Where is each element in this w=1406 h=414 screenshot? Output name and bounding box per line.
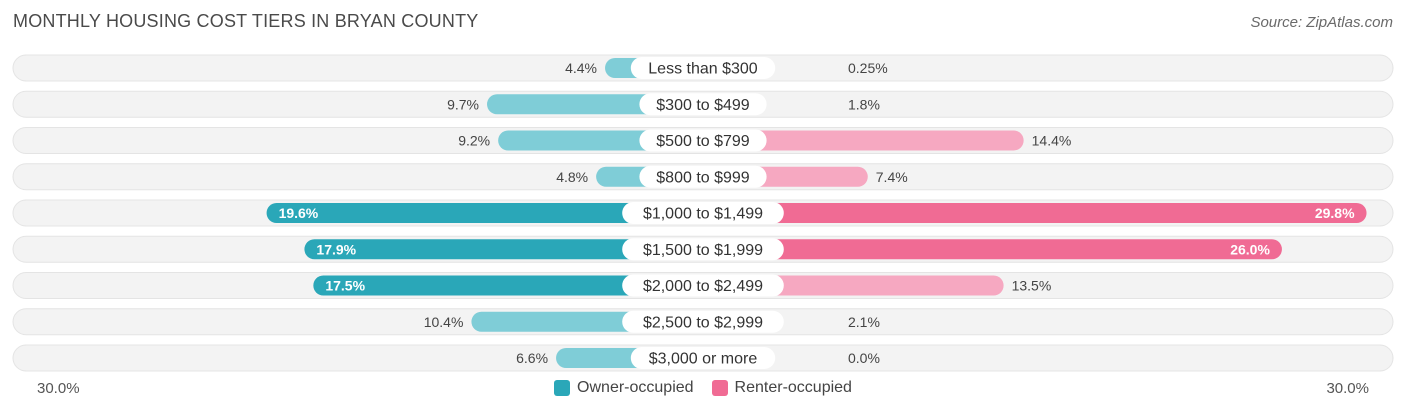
chart-title: MONTHLY HOUSING COST TIERS IN BRYAN COUN… <box>13 11 479 31</box>
owner-value-label: 9.7% <box>447 96 479 112</box>
legend-label-renter: Renter-occupied <box>734 379 852 396</box>
renter-value-label: 0.25% <box>848 60 888 76</box>
category-label: $2,000 to $2,499 <box>643 278 763 295</box>
renter-bar <box>703 130 1024 151</box>
legend-item-owner: Owner-occupied <box>554 379 694 397</box>
owner-value-label: 17.5% <box>325 278 365 294</box>
category-pill <box>622 202 784 224</box>
category-label: $500 to $799 <box>656 133 750 150</box>
category-pill <box>622 238 784 261</box>
renter-value-label: 13.5% <box>1012 278 1052 294</box>
renter-value-label: 2.1% <box>848 314 880 330</box>
owner-bar <box>313 275 703 296</box>
legend-item-renter: Renter-occupied <box>711 379 852 397</box>
renter-value-label: 26.0% <box>1230 241 1270 257</box>
category-pill <box>639 129 767 152</box>
owner-value-label: 4.4% <box>565 60 597 76</box>
renter-bar <box>703 203 1367 223</box>
category-pill <box>622 310 784 333</box>
owner-value-label: 9.2% <box>458 133 490 149</box>
chart-source: Source: ZipAtlas.com <box>1250 14 1393 31</box>
category-label: $2,500 to $2,999 <box>643 314 763 331</box>
category-pill <box>630 57 776 79</box>
category-label: $300 to $499 <box>656 97 750 114</box>
owner-value-label: 10.4% <box>424 314 464 330</box>
axis-right-label: 30.0% <box>1326 380 1369 397</box>
category-pill <box>622 274 784 297</box>
renter-value-label: 29.8% <box>1315 205 1355 221</box>
owner-value-label: 4.8% <box>556 169 588 185</box>
category-label: $3,000 or more <box>649 351 758 368</box>
category-label: $1,500 to $1,999 <box>643 242 763 259</box>
renter-swatch-icon <box>711 380 728 396</box>
renter-value-label: 0.0% <box>848 350 880 366</box>
legend-label-owner: Owner-occupied <box>577 379 694 396</box>
renter-value-label: 14.4% <box>1032 133 1072 149</box>
renter-value-label: 1.8% <box>848 96 880 112</box>
category-pill <box>630 347 776 369</box>
axis-left-label: 30.0% <box>37 380 80 397</box>
renter-bar <box>703 239 1282 260</box>
category-pill <box>639 165 767 188</box>
owner-bar <box>266 203 703 223</box>
owner-swatch-icon <box>554 380 571 396</box>
owner-bar <box>304 239 703 260</box>
owner-value-label: 19.6% <box>279 205 319 221</box>
owner-value-label: 6.6% <box>516 350 548 366</box>
category-label: $1,000 to $1,499 <box>643 206 763 223</box>
owner-value-label: 17.9% <box>316 241 356 257</box>
category-pill <box>639 93 767 116</box>
category-label: $800 to $999 <box>656 169 750 186</box>
category-label: Less than $300 <box>648 61 758 78</box>
legend: Owner-occupied Renter-occupied <box>0 379 1406 397</box>
renter-value-label: 7.4% <box>876 169 908 185</box>
